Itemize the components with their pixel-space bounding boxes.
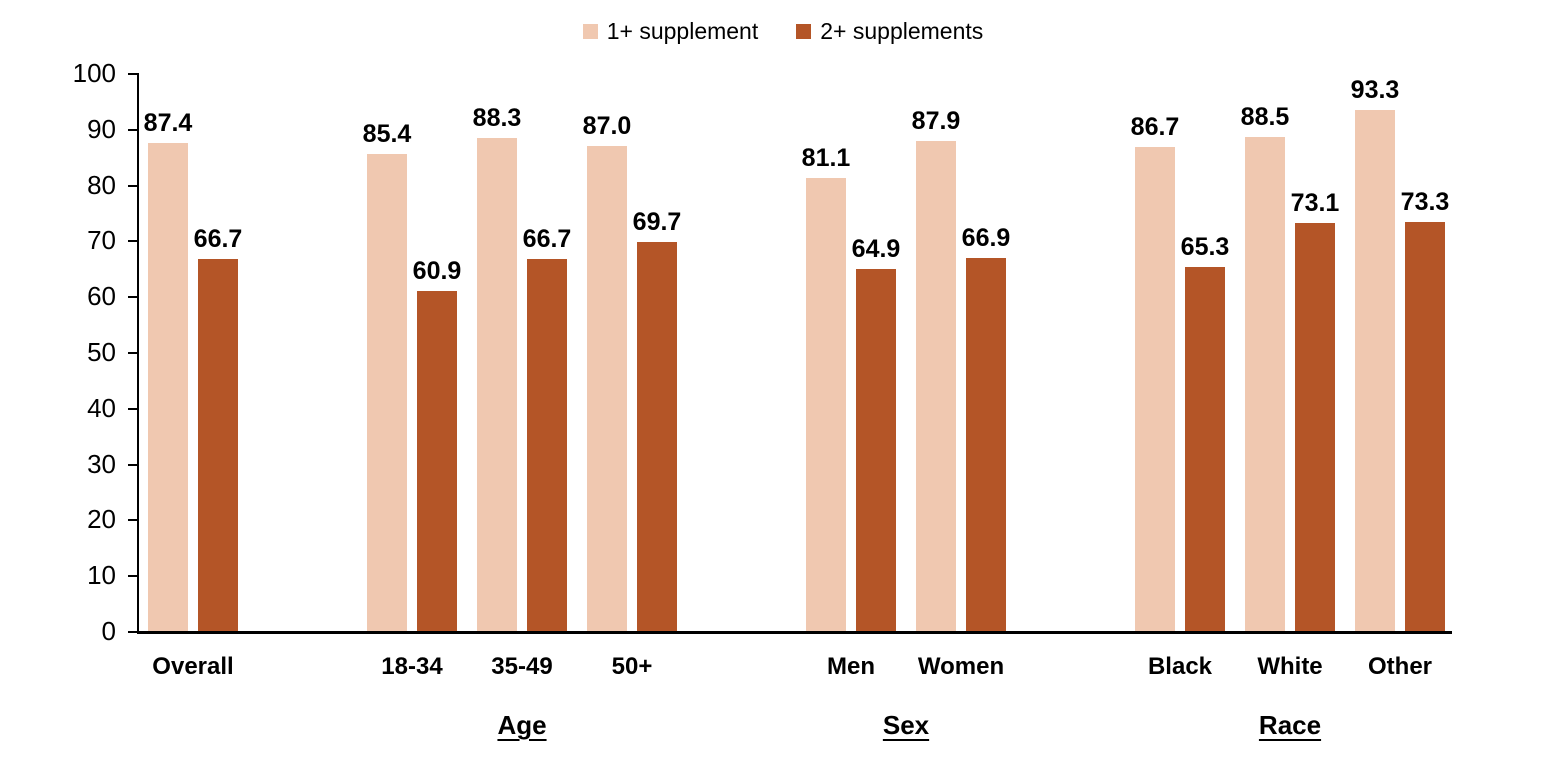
y-axis-line — [137, 73, 139, 634]
bar-3549-1plus — [477, 138, 517, 631]
bar-other-2plus — [1405, 222, 1445, 631]
y-axis-tick-label: 10 — [87, 560, 116, 591]
category-label-white: White — [1257, 653, 1323, 680]
legend-label: 1+ supplement — [606, 18, 759, 44]
bar-other-1plus — [1355, 110, 1395, 631]
legend-swatch-icon — [796, 24, 812, 39]
bar-men-1plus — [806, 178, 846, 631]
y-axis-tick-label: 20 — [87, 504, 116, 535]
y-axis-tick — [128, 73, 137, 75]
bar-white-2plus — [1295, 223, 1335, 631]
bar-value-label: 86.7 — [1130, 113, 1180, 142]
category-label-overall: Overall — [152, 653, 234, 680]
y-axis-tick-label: 80 — [87, 169, 116, 200]
bar-men-2plus — [856, 268, 896, 631]
bar-black-1plus — [1135, 147, 1175, 631]
y-axis-tick-label: 60 — [87, 281, 116, 312]
bar-overall-1plus — [148, 143, 188, 631]
y-axis-tick — [128, 407, 137, 410]
bar-50-2plus — [637, 242, 677, 631]
bar-value-label: 66.9 — [961, 223, 1011, 252]
bar-1834-2plus — [417, 291, 457, 631]
y-axis-tick-label: 50 — [87, 337, 116, 367]
legend-item-1plus: 1+ supplement — [582, 18, 759, 45]
bar-3549-2plus — [527, 258, 567, 631]
y-axis-tick — [128, 519, 137, 522]
legend-swatch-icon — [582, 24, 598, 39]
y-axis-tick — [128, 352, 137, 354]
bar-value-label: 93.3 — [1350, 76, 1400, 105]
y-axis-tick — [128, 575, 137, 578]
group-label-age: Age — [497, 710, 547, 740]
bar-value-label: 66.7 — [193, 224, 243, 253]
group-label-race: Race — [1258, 710, 1322, 740]
legend-item-2plus: 2+ supplements — [796, 18, 983, 45]
bar-value-label: 88.3 — [472, 104, 522, 133]
group-label-sex: Sex — [882, 710, 930, 740]
category-label-other: Other — [1367, 653, 1433, 680]
legend-label: 2+ supplements — [820, 18, 984, 44]
category-label-50: 50+ — [611, 653, 653, 680]
category-label-women: Women — [917, 653, 1005, 680]
bar-value-label: 66.7 — [522, 224, 572, 253]
bar-value-label: 87.0 — [582, 111, 632, 140]
bar-women-1plus — [916, 140, 956, 631]
y-axis-tick-label: 90 — [87, 113, 116, 144]
bar-value-label: 87.4 — [143, 109, 193, 138]
bar-value-label: 87.9 — [911, 106, 961, 135]
y-axis-tick-label: 100 — [72, 58, 116, 88]
y-axis-tick — [128, 296, 137, 299]
bar-value-label: 81.1 — [801, 144, 851, 173]
y-axis-tick-label: 70 — [87, 225, 116, 256]
bar-overall-2plus — [198, 258, 238, 631]
y-axis-tick — [128, 631, 137, 633]
bar-1834-1plus — [367, 154, 407, 631]
x-axis-line — [137, 631, 1452, 634]
category-label-1834: 18-34 — [381, 653, 443, 680]
bar-value-label: 64.9 — [851, 234, 901, 263]
bar-value-label: 69.7 — [632, 208, 682, 237]
bar-black-2plus — [1185, 266, 1225, 631]
category-label-black: Black — [1147, 653, 1213, 680]
y-axis-tick-label: 0 — [101, 616, 116, 646]
category-label-men: Men — [827, 653, 875, 680]
bar-value-label: 65.3 — [1180, 232, 1230, 261]
chart-legend: 1+ supplement 2+ supplements — [0, 18, 1566, 45]
bar-value-label: 88.5 — [1240, 103, 1290, 132]
bar-value-label: 85.4 — [362, 120, 412, 149]
y-axis-tick — [128, 128, 137, 131]
y-axis-tick-label: 40 — [87, 392, 116, 423]
y-axis-tick-label: 30 — [87, 448, 116, 479]
bar-value-label: 73.3 — [1400, 188, 1450, 216]
bar-value-label: 60.9 — [412, 257, 462, 286]
bar-white-1plus — [1245, 137, 1285, 631]
y-axis-tick — [128, 463, 137, 466]
bar-women-2plus — [966, 257, 1006, 631]
category-label-3549: 35-49 — [491, 653, 553, 680]
y-axis-tick — [128, 184, 137, 187]
bar-50-1plus — [587, 145, 627, 631]
y-axis-tick — [128, 240, 137, 243]
bar-value-label: 73.1 — [1290, 189, 1340, 218]
